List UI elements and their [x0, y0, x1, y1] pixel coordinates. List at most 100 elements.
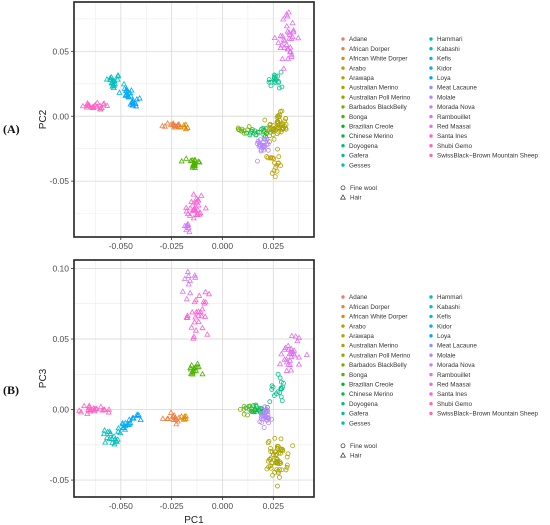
data-point: [261, 425, 267, 430]
legend-label: SwissBlack−Brown Mountain Sheep: [437, 411, 538, 418]
y-tick-label: -0.05: [50, 475, 70, 485]
data-point: [285, 451, 291, 457]
legend-item: Gafera: [341, 411, 369, 418]
data-point: [265, 147, 271, 153]
data-point: [262, 129, 268, 135]
legend-item: African Dorper: [341, 46, 390, 53]
data-point: [248, 130, 253, 136]
data-point: [183, 155, 190, 161]
data-point: [276, 79, 281, 84]
data-point: [187, 289, 194, 296]
data-point: [276, 85, 282, 91]
legend-label: Santa Ines: [437, 133, 467, 140]
data-point: [184, 268, 191, 274]
data-points: [76, 268, 310, 489]
data-point: [192, 274, 199, 280]
data-point: [258, 148, 264, 154]
legend-item: Meat Lacaune: [429, 343, 477, 350]
data-point: [245, 127, 251, 133]
data-point: [271, 34, 278, 41]
data-point: [179, 288, 186, 294]
legend-label: African Dorper: [349, 46, 390, 53]
legend-label: Gesses: [349, 420, 370, 427]
legend-swatch: [341, 402, 345, 406]
data-point: [265, 155, 271, 161]
data-point: [189, 309, 196, 315]
legend-swatch: [429, 353, 433, 357]
data-point: [185, 280, 192, 287]
plot-background: [74, 2, 314, 237]
y-tick-label: 0.05: [52, 46, 69, 56]
data-point: [275, 113, 281, 119]
data-point: [290, 27, 297, 33]
legend-swatch: [341, 163, 345, 167]
legend-label: Arabo: [349, 65, 366, 72]
legend-swatch: [341, 334, 345, 338]
data-point: [128, 87, 135, 93]
legend-swatch: [429, 105, 433, 109]
data-point: [89, 104, 96, 110]
legend-label: Loya: [437, 333, 451, 340]
legend-swatch: [429, 363, 433, 367]
legend-swatch: [341, 305, 345, 309]
legend-item: Molale: [429, 94, 456, 101]
data-point: [292, 333, 299, 339]
data-point: [278, 436, 284, 442]
legend-swatch: [429, 334, 433, 338]
legend-item: Australian Poll Merino: [341, 352, 411, 359]
data-point: [277, 375, 283, 381]
legend-swatch: [341, 314, 345, 319]
data-point: [97, 105, 104, 112]
x-tick-label: -0.050: [109, 241, 133, 251]
legend-item: SwissBlack−Brown Mountain Sheep: [429, 411, 538, 418]
data-point: [134, 411, 141, 417]
data-point: [191, 205, 198, 211]
legend-item: Chinese Merino: [341, 133, 394, 140]
data-point: [278, 385, 284, 391]
data-point: [195, 312, 202, 318]
legend-item: Brazilian Creole: [341, 124, 394, 131]
data-point: [190, 214, 197, 221]
data-point: [135, 411, 142, 418]
shape-legend-label: Hair: [350, 453, 362, 460]
panel-label: (B): [3, 383, 19, 397]
legend-label: African White Dorper: [349, 314, 407, 321]
legend-item: Kefis: [429, 314, 451, 321]
legend-item: Shubi Gemo: [429, 401, 472, 408]
data-point: [105, 409, 112, 415]
legend-label: Morada Nova: [437, 362, 475, 369]
data-point: [247, 403, 253, 409]
data-points: [79, 8, 302, 235]
x-tick-label: 0.025: [263, 241, 285, 251]
x-tick-label: 0.025: [263, 501, 285, 511]
data-point: [103, 434, 111, 440]
y-tick-label: 0.05: [52, 334, 69, 344]
data-point: [238, 406, 243, 412]
data-point: [79, 102, 86, 109]
data-point: [267, 456, 272, 462]
data-point: [286, 48, 294, 55]
data-point: [276, 129, 282, 135]
legend-swatch: [429, 324, 433, 328]
legend-label: Chinese Merino: [349, 133, 394, 140]
legend-swatch: [341, 363, 345, 367]
legend-item: Kabashi: [429, 46, 460, 53]
data-point: [127, 100, 134, 107]
legend-swatch: [341, 324, 345, 328]
data-point: [279, 33, 286, 39]
data-point: [202, 288, 209, 295]
legend-swatch: [429, 37, 433, 41]
data-point: [129, 96, 137, 103]
circle-marker-icon: [340, 185, 346, 191]
data-point: [272, 73, 278, 79]
legend-label: Australian Merino: [349, 85, 398, 92]
x-tick-label: -0.050: [109, 501, 133, 511]
legend-item: Chinese Merino: [341, 391, 394, 398]
data-point: [81, 402, 88, 409]
legend-item: African White Dorper: [341, 314, 407, 321]
data-point: [287, 44, 294, 50]
legend-item: Hammari: [429, 294, 463, 301]
legend-item: Australian Poll Merino: [341, 94, 411, 101]
data-point: [182, 412, 190, 419]
